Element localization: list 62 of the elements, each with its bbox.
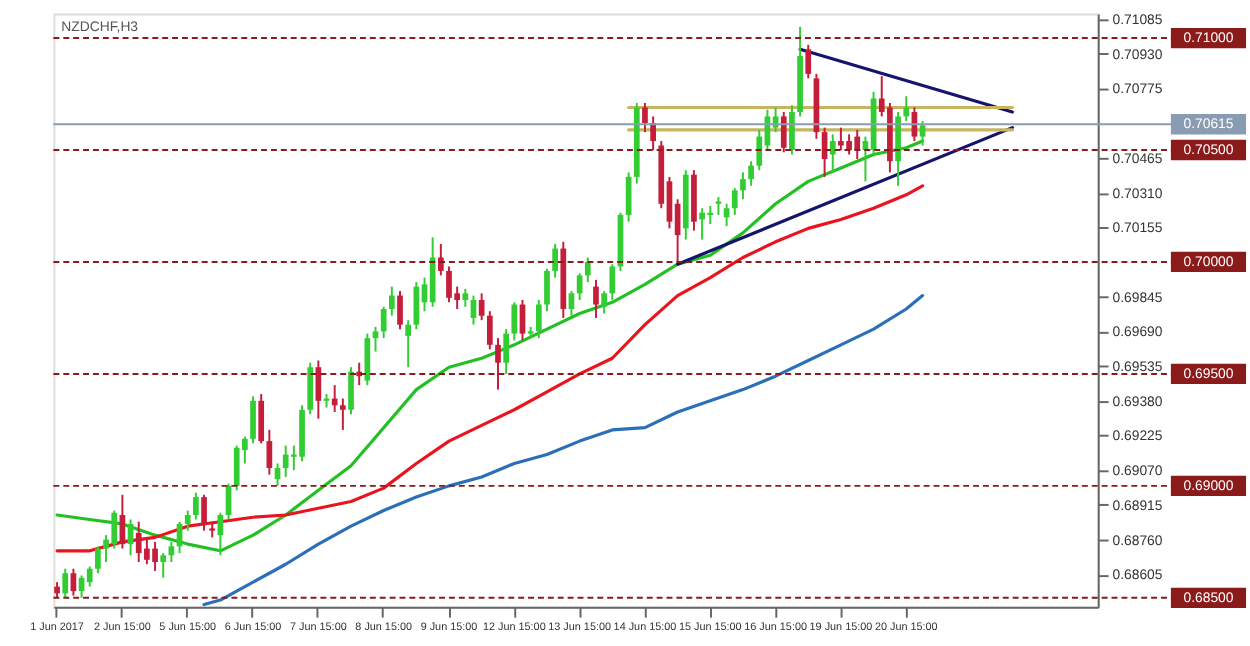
candlestick	[584, 256, 591, 284]
candlestick	[503, 328, 510, 375]
candlestick	[372, 325, 379, 353]
candlestick	[160, 552, 167, 579]
candlestick	[829, 133, 836, 174]
candlestick	[152, 540, 158, 572]
candlestick	[62, 567, 69, 599]
candlestick	[478, 292, 485, 322]
candlestick	[437, 243, 444, 277]
candlestick	[111, 509, 118, 550]
candlestick	[601, 290, 607, 315]
candlestick	[691, 169, 697, 232]
candlestick	[429, 236, 436, 308]
candlestick	[364, 332, 371, 387]
candlestick	[299, 404, 305, 463]
candlestick	[397, 290, 403, 331]
candlestick	[307, 361, 314, 416]
candlestick	[511, 301, 518, 342]
candlestick	[699, 207, 705, 241]
candlestick	[315, 359, 322, 420]
candlestick	[233, 444, 240, 492]
candlestick	[780, 110, 787, 154]
candlestick	[201, 493, 207, 532]
candlestick	[650, 115, 656, 152]
candlestick	[789, 104, 795, 156]
candlestick	[740, 171, 746, 201]
candlestick	[707, 205, 714, 225]
line-series	[202, 293, 925, 607]
candlestick	[331, 384, 338, 413]
candlestick	[593, 278, 599, 319]
candlestick	[144, 538, 150, 566]
candlestick	[748, 160, 754, 187]
candlestick	[495, 337, 501, 391]
candlestick	[258, 393, 265, 445]
candlestick	[544, 267, 550, 313]
candlestick	[95, 545, 101, 575]
candlestick	[919, 119, 926, 147]
candlestick	[731, 187, 738, 216]
candlestick	[854, 128, 861, 160]
candlestick	[446, 265, 452, 304]
candlestick	[380, 305, 387, 340]
candlestick	[388, 285, 395, 317]
candlestick	[486, 310, 493, 351]
candlestick	[193, 491, 199, 521]
candlestick	[903, 95, 910, 122]
candlestick	[838, 126, 844, 152]
candlestick	[609, 263, 616, 302]
candlestick	[846, 133, 852, 156]
candlestick	[339, 397, 346, 431]
candlestick	[642, 102, 648, 134]
candlestick	[184, 509, 191, 532]
candlestick	[86, 565, 93, 588]
candlestick	[282, 444, 289, 478]
candlestick	[552, 243, 558, 279]
candlestick	[250, 395, 256, 445]
candlestick	[413, 281, 420, 331]
candlestick	[405, 319, 412, 369]
candlestick	[895, 110, 901, 187]
candlestick	[535, 299, 542, 340]
candlestick	[348, 366, 354, 416]
candlestick	[805, 43, 812, 80]
candlestick	[135, 520, 142, 563]
